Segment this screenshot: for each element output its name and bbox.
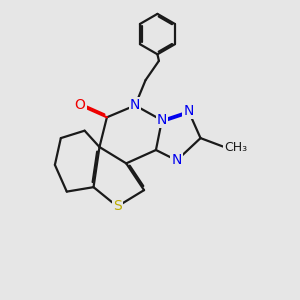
Text: N: N xyxy=(157,113,167,127)
Text: N: N xyxy=(172,153,182,167)
Text: N: N xyxy=(184,104,194,118)
Text: N: N xyxy=(130,98,140,112)
Text: CH₃: CH₃ xyxy=(224,140,248,154)
Text: S: S xyxy=(113,200,122,214)
Text: O: O xyxy=(75,98,86,112)
